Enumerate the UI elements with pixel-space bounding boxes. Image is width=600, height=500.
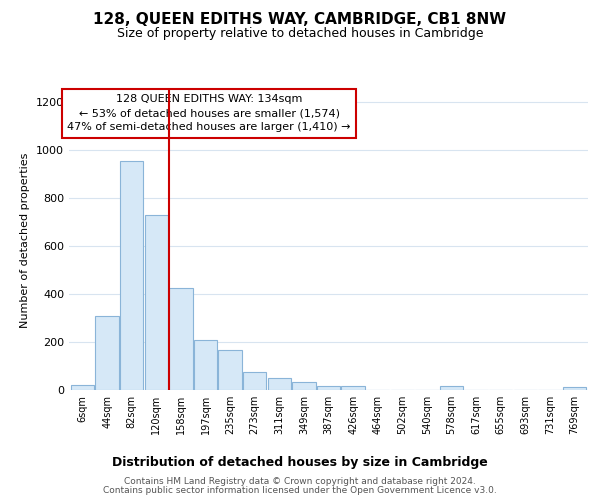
Bar [292, 382, 316, 390]
Bar [268, 378, 291, 390]
Text: Distribution of detached houses by size in Cambridge: Distribution of detached houses by size … [112, 456, 488, 469]
Bar [243, 372, 266, 390]
Bar [218, 350, 242, 390]
Y-axis label: Number of detached properties: Number of detached properties [20, 152, 31, 328]
Bar [95, 316, 119, 390]
Text: Contains public sector information licensed under the Open Government Licence v3: Contains public sector information licen… [103, 486, 497, 495]
Bar [145, 215, 168, 390]
Bar [440, 386, 463, 390]
Bar [317, 386, 340, 390]
Bar [194, 340, 217, 390]
Bar [563, 387, 586, 390]
Bar [169, 288, 193, 390]
Text: Contains HM Land Registry data © Crown copyright and database right 2024.: Contains HM Land Registry data © Crown c… [124, 477, 476, 486]
Bar [71, 384, 94, 390]
Bar [120, 161, 143, 390]
Bar [341, 386, 365, 390]
Text: 128, QUEEN EDITHS WAY, CAMBRIDGE, CB1 8NW: 128, QUEEN EDITHS WAY, CAMBRIDGE, CB1 8N… [94, 12, 506, 28]
Text: Size of property relative to detached houses in Cambridge: Size of property relative to detached ho… [117, 28, 483, 40]
Text: 128 QUEEN EDITHS WAY: 134sqm
← 53% of detached houses are smaller (1,574)
47% of: 128 QUEEN EDITHS WAY: 134sqm ← 53% of de… [67, 94, 351, 132]
